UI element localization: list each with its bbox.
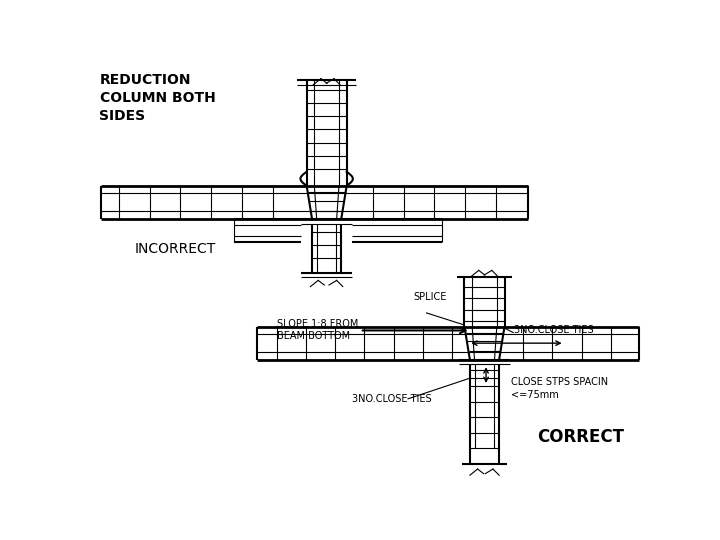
Text: CORRECT: CORRECT [537, 428, 624, 446]
Text: SLOPE 1:8 FROM
BEAM BOTTOM: SLOPE 1:8 FROM BEAM BOTTOM [276, 319, 358, 341]
Text: REDUCTION
COLUMN BOTH
SIDES: REDUCTION COLUMN BOTH SIDES [99, 72, 215, 123]
Text: 3NO.CLOSE TIES: 3NO.CLOSE TIES [514, 325, 593, 335]
Text: 3NO.CLOSE TIES: 3NO.CLOSE TIES [352, 394, 432, 404]
Text: SPLICE: SPLICE [413, 292, 446, 302]
Text: CLOSE STPS SPACIN
<=75mm: CLOSE STPS SPACIN <=75mm [511, 377, 608, 400]
Text: INCORRECT: INCORRECT [134, 242, 215, 256]
